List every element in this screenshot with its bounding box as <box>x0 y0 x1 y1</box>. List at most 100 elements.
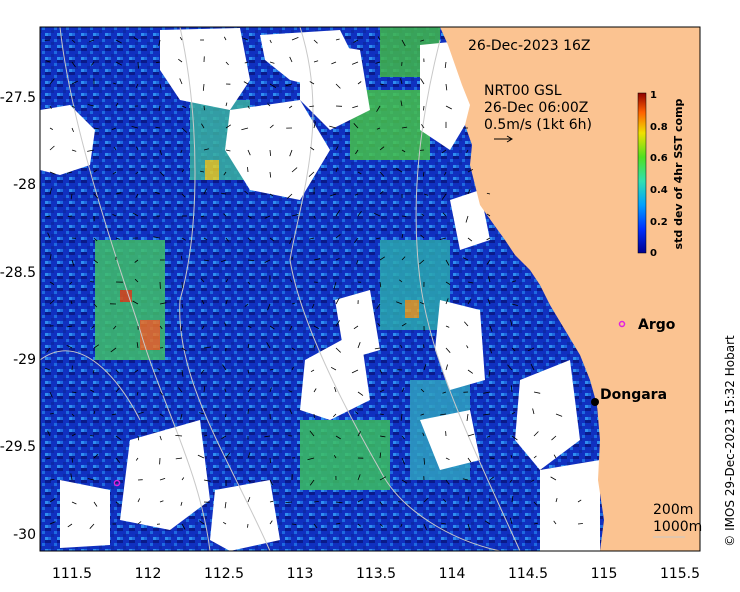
current-vector <box>421 213 425 217</box>
current-vector <box>203 435 208 437</box>
current-vector <box>510 454 513 459</box>
current-vector <box>181 477 185 481</box>
current-vector <box>509 479 513 483</box>
current-vector <box>137 61 139 69</box>
current-vector <box>355 149 359 155</box>
current-vector <box>419 259 425 265</box>
current-vector <box>221 435 227 439</box>
current-vector <box>89 523 95 529</box>
current-vector <box>71 259 75 266</box>
current-vector <box>203 259 209 262</box>
current-vector <box>46 347 51 353</box>
current-vector <box>331 61 337 65</box>
current-vector <box>309 105 315 107</box>
x-tick-label: 114.5 <box>508 566 548 582</box>
current-vector <box>49 391 53 398</box>
land-mass <box>440 27 700 551</box>
current-vector <box>71 413 75 417</box>
current-vector <box>93 303 98 308</box>
current-vector <box>111 127 117 131</box>
current-vector <box>313 39 318 44</box>
current-vector <box>159 435 162 441</box>
current-vector <box>483 413 491 416</box>
current-vector <box>132 300 139 305</box>
current-vector <box>181 169 185 173</box>
current-vector <box>467 369 474 374</box>
current-vector <box>225 299 228 305</box>
current-vector <box>155 126 161 129</box>
colorbar-tick: 0.8 <box>650 122 668 133</box>
current-vector <box>203 386 206 393</box>
current-vector <box>203 479 211 482</box>
current-vector <box>269 387 272 393</box>
current-vector <box>423 105 425 111</box>
current-vector <box>115 435 122 441</box>
current-vector <box>420 413 425 416</box>
current-vector <box>159 478 166 481</box>
current-vector <box>335 167 338 173</box>
current-vector <box>486 435 491 438</box>
current-vector <box>401 457 405 465</box>
current-vector <box>269 369 274 371</box>
current-vector <box>379 413 384 415</box>
current-vector <box>445 105 452 110</box>
current-vector <box>335 38 340 41</box>
argo-float-marker-icon <box>113 479 121 487</box>
current-vector <box>91 61 95 66</box>
current-vector <box>483 391 491 394</box>
current-vector <box>357 474 361 481</box>
current-vector <box>69 281 73 285</box>
current-vector <box>71 149 77 152</box>
current-vector <box>445 347 451 353</box>
current-vector <box>49 299 55 305</box>
x-tick-label: 113 <box>287 566 314 582</box>
current-vector <box>93 344 100 349</box>
current-vector <box>181 303 183 308</box>
current-vector <box>289 56 293 63</box>
current-vector <box>420 39 425 42</box>
current-vector <box>159 149 162 156</box>
current-vector <box>335 234 341 239</box>
current-vector <box>67 215 73 217</box>
current-vector <box>401 234 404 239</box>
current-vector <box>199 412 205 415</box>
current-vector <box>247 215 252 219</box>
current-vector <box>241 127 249 131</box>
current-vector <box>486 237 491 241</box>
current-vector <box>335 146 339 151</box>
current-vector <box>467 496 470 503</box>
current-vector <box>420 388 425 393</box>
current-vector <box>45 367 51 371</box>
current-vector <box>551 435 557 441</box>
date-label: 26-Dec-2023 16Z <box>468 38 591 54</box>
current-vector <box>159 391 164 396</box>
current-vector <box>355 411 359 415</box>
current-vector <box>87 478 95 481</box>
dongara-label: Dongara <box>600 387 667 403</box>
current-vector <box>46 215 51 218</box>
current-vector <box>93 454 99 459</box>
current-vector <box>444 61 447 69</box>
current-time-label: 26-Dec 06:00Z <box>484 100 588 116</box>
current-vector <box>264 215 271 219</box>
current-vector <box>356 259 359 265</box>
current-vector <box>313 215 316 219</box>
current-vector <box>135 457 139 461</box>
current-vector <box>247 369 250 374</box>
current-vector <box>197 454 205 459</box>
current-vector <box>66 344 73 349</box>
current-vector <box>269 500 274 503</box>
current-vector <box>486 192 491 195</box>
current-vector <box>90 281 95 283</box>
current-vector <box>309 430 315 437</box>
current-vector <box>49 254 52 261</box>
current-vector <box>136 146 139 151</box>
current-vector <box>351 369 359 374</box>
current-vector <box>577 523 583 525</box>
current-vector <box>71 127 74 133</box>
current-vector <box>329 193 337 197</box>
current-vector <box>335 501 343 504</box>
current-vector <box>401 435 405 440</box>
current-vector <box>49 521 56 525</box>
